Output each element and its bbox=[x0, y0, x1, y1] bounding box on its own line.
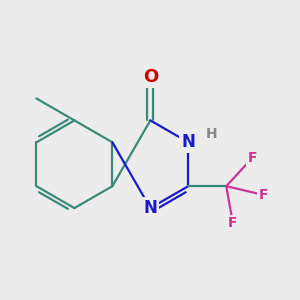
Text: H: H bbox=[205, 128, 217, 141]
Text: F: F bbox=[228, 216, 238, 230]
Text: N: N bbox=[182, 133, 195, 151]
Text: F: F bbox=[248, 151, 257, 165]
Text: O: O bbox=[143, 68, 158, 85]
Text: N: N bbox=[143, 199, 157, 217]
Text: F: F bbox=[259, 188, 268, 202]
